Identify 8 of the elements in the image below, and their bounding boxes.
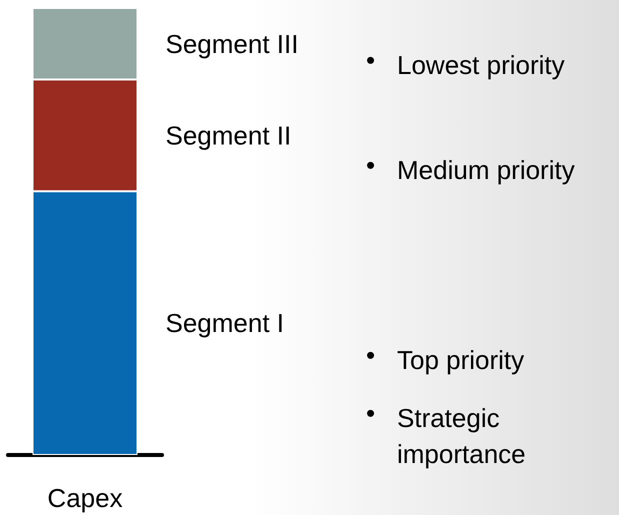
text: • Top priority (366, 340, 524, 375)
text: • Strategic importance (366, 398, 526, 469)
series-label: Segment II (166, 120, 292, 150)
series-label: Segment I (166, 308, 284, 338)
text: • Lowest priority (366, 45, 565, 80)
text: • Medium priority (366, 150, 575, 185)
series-label: Segment III (166, 28, 298, 59)
x-tick-label: Capex (47, 483, 123, 513)
